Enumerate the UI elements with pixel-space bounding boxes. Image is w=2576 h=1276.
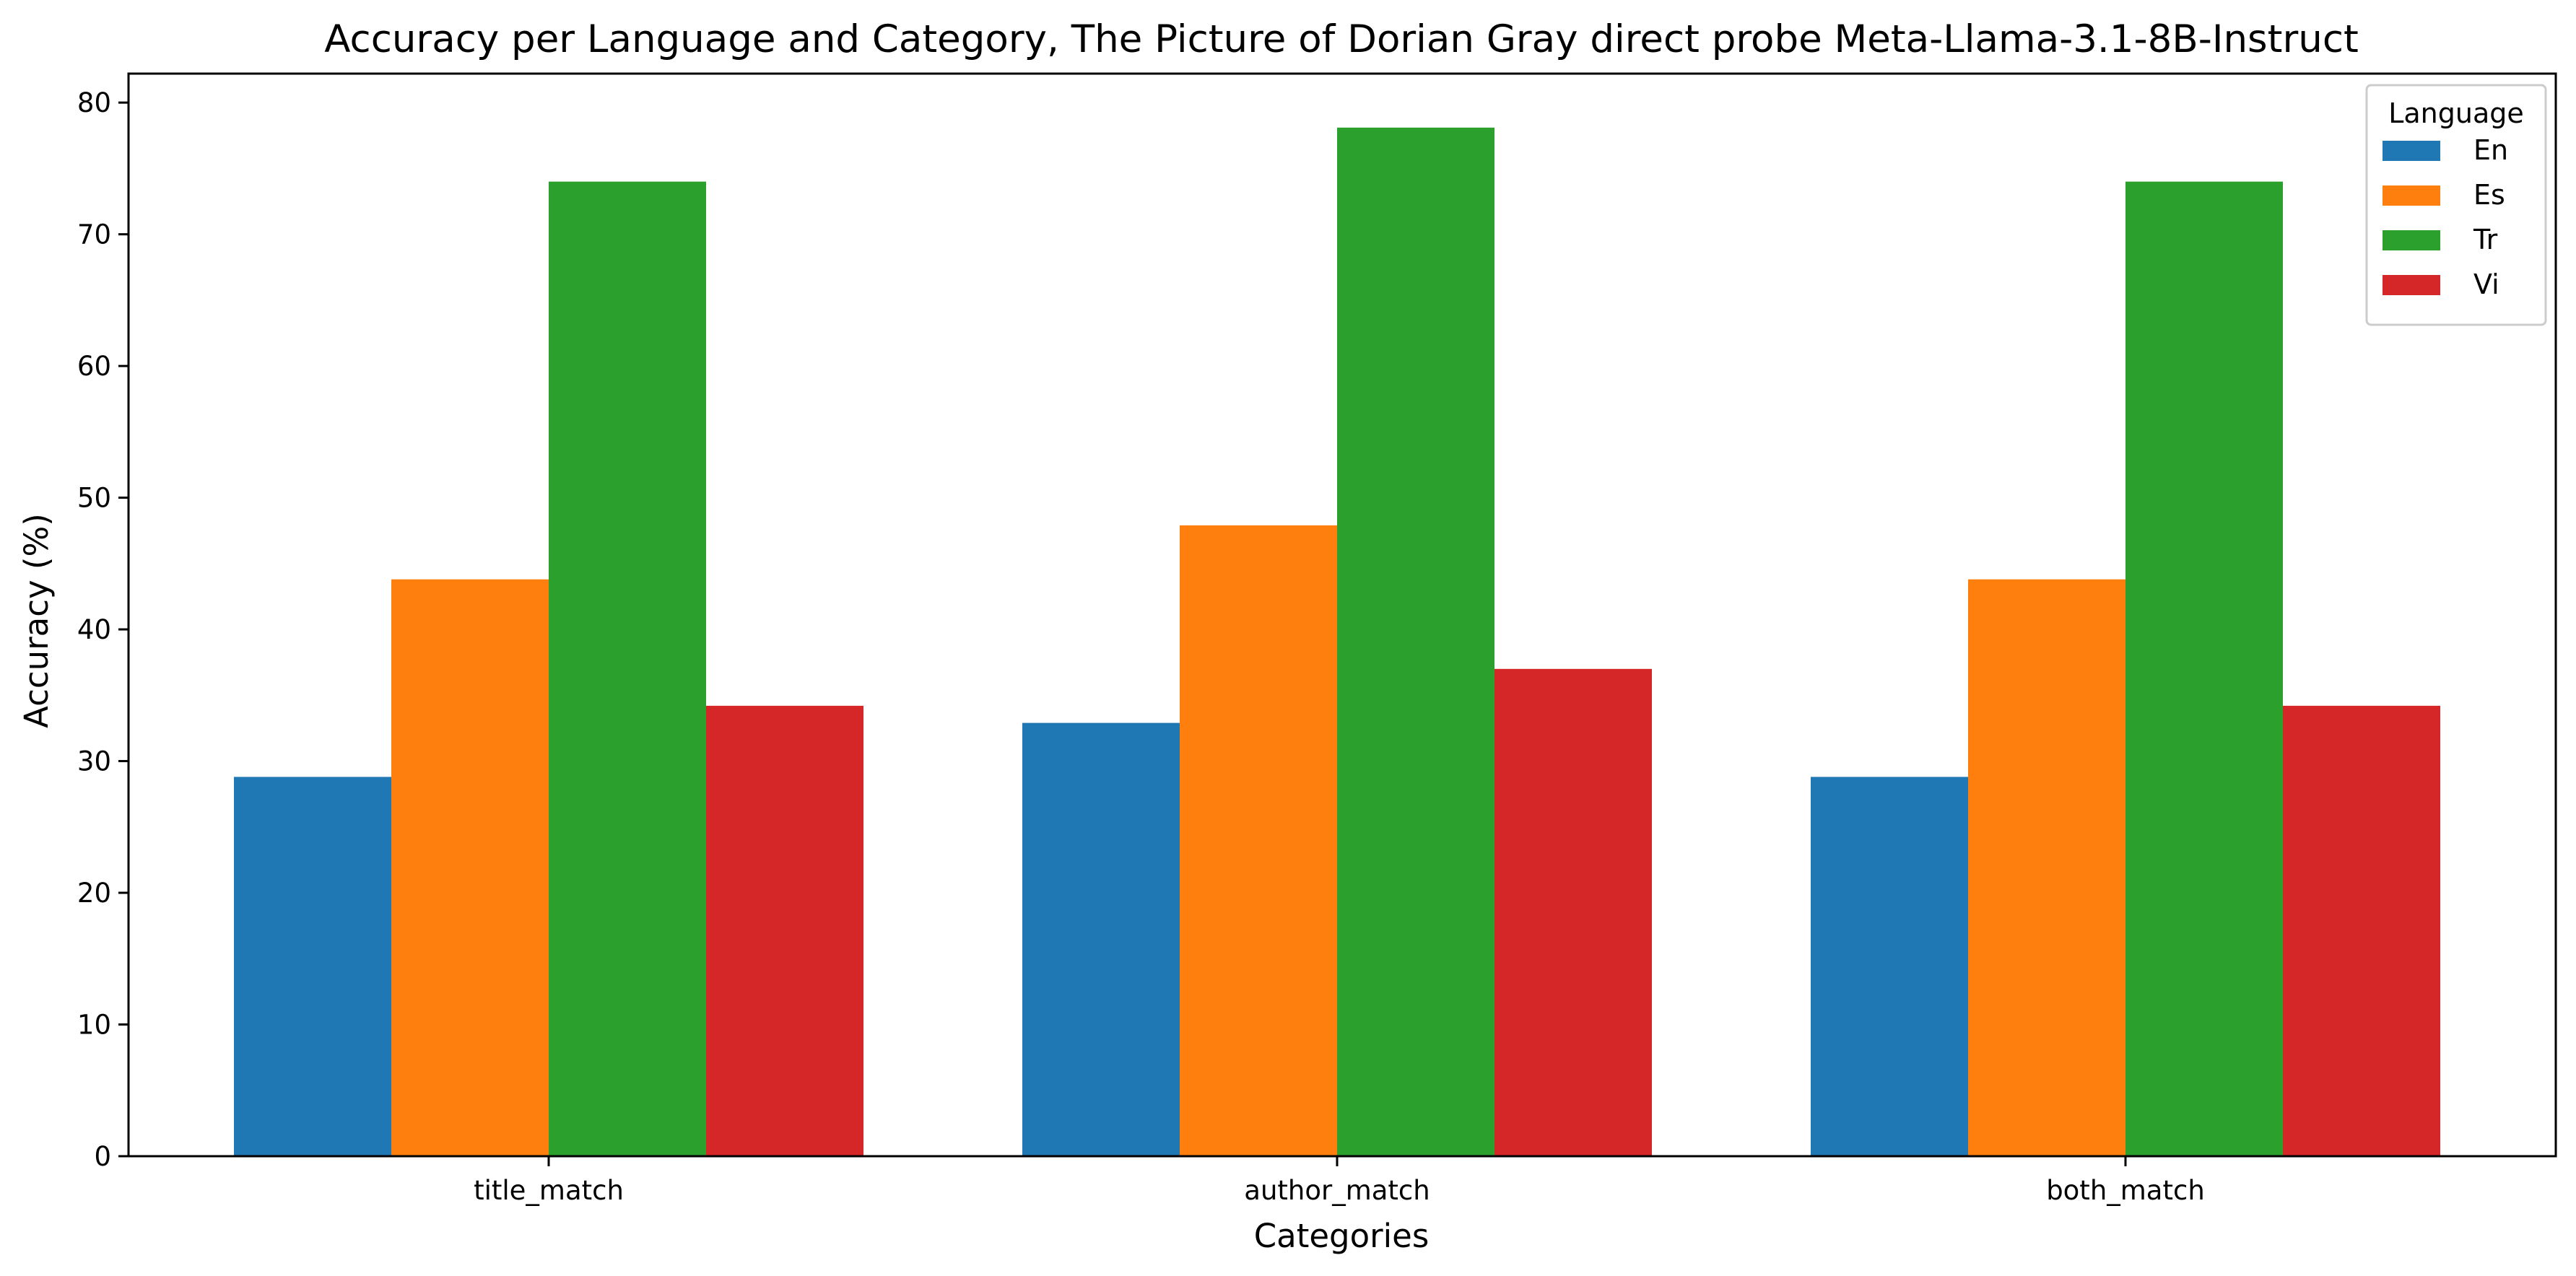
bar-en-both-match — [1811, 777, 1968, 1156]
legend-swatch — [2383, 141, 2440, 161]
bar-vi-title-match — [706, 705, 863, 1156]
legend-item-tr[interactable]: Tr — [2383, 224, 2498, 255]
y-tick-label: 10 — [77, 1010, 111, 1041]
bar-vi-author-match — [1494, 668, 1652, 1156]
y-tick-label: 20 — [77, 878, 111, 909]
x-tick-label: both_match — [2046, 1175, 2205, 1206]
y-tick-label: 60 — [77, 351, 111, 382]
legend-swatch — [2383, 185, 2440, 206]
legend-label: En — [2473, 134, 2508, 166]
bar-en-author-match — [1022, 722, 1180, 1156]
legend-label: Vi — [2473, 268, 2499, 300]
y-tick-label: 30 — [77, 746, 111, 777]
y-tick-label: 80 — [77, 87, 111, 118]
bar-en-title-match — [234, 777, 391, 1156]
plot-frame — [127, 72, 2557, 1158]
y-tick-label: 50 — [77, 483, 111, 514]
bar-tr-title-match — [549, 181, 706, 1157]
legend-label: Es — [2473, 179, 2505, 211]
x-axis: title_match author_match both_match — [474, 1156, 2205, 1206]
y-axis: 0 10 20 30 40 50 60 70 80 — [77, 87, 129, 1172]
legend-item-es[interactable]: Es — [2383, 179, 2505, 211]
legend-item-en[interactable]: En — [2383, 134, 2508, 166]
legend-swatch — [2383, 230, 2440, 250]
bar-tr-author-match — [1337, 127, 1494, 1157]
legend-label: Tr — [2473, 224, 2498, 255]
y-tick-label: 40 — [77, 614, 111, 645]
y-tick-label: 0 — [94, 1141, 111, 1172]
legend-title: Language — [2388, 97, 2524, 129]
bar-es-both-match — [1968, 579, 2125, 1156]
x-axis-label: Categories — [1254, 1217, 1430, 1255]
x-tick-label: author_match — [1244, 1175, 1430, 1206]
x-tick-label: title_match — [474, 1175, 624, 1206]
bar-es-author-match — [1180, 525, 1337, 1156]
legend-swatch — [2383, 275, 2440, 295]
bar-vi-both-match — [2283, 705, 2440, 1156]
y-axis-label: Accuracy (%) — [17, 513, 56, 728]
legend[interactable]: Language En Es Tr Vi — [2365, 84, 2547, 326]
bars-group — [234, 127, 2440, 1157]
y-tick-label: 70 — [77, 219, 111, 250]
legend-item-vi[interactable]: Vi — [2383, 268, 2499, 300]
bar-es-title-match — [391, 579, 549, 1156]
bar-tr-both-match — [2125, 181, 2283, 1157]
chart-title: Accuracy per Language and Category, The … — [324, 17, 2359, 61]
